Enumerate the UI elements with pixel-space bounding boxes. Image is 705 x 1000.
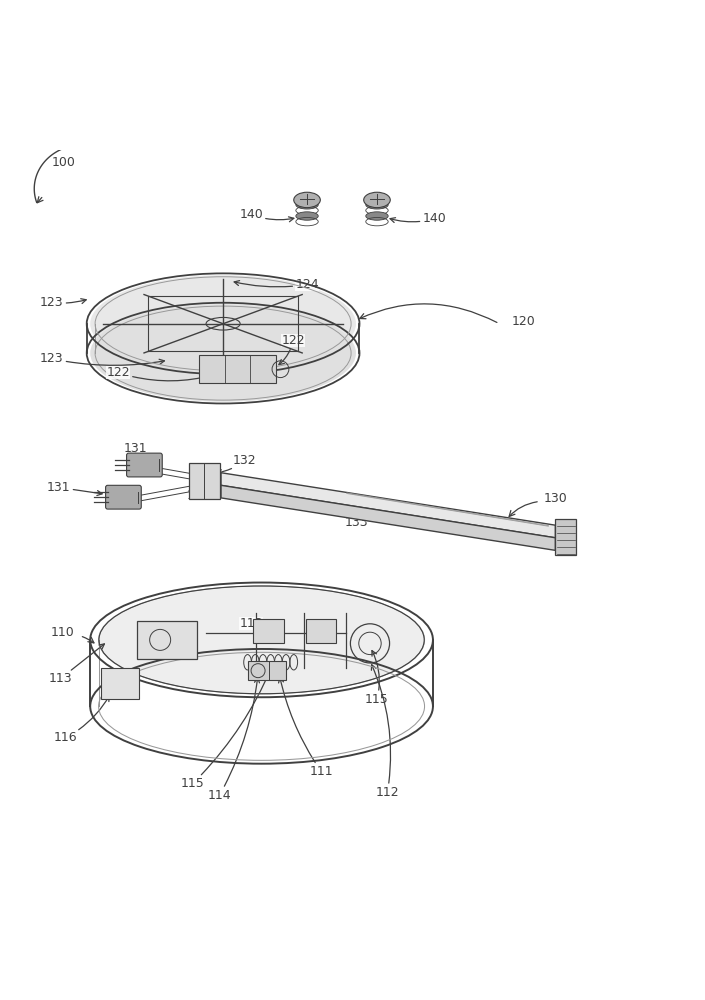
Text: 110: 110	[50, 626, 74, 639]
Polygon shape	[221, 485, 556, 550]
Text: 131: 131	[124, 442, 147, 458]
Ellipse shape	[366, 212, 388, 220]
Ellipse shape	[90, 305, 356, 402]
Text: 111: 111	[278, 678, 333, 778]
Text: 133: 133	[344, 512, 368, 529]
FancyBboxPatch shape	[247, 661, 286, 680]
Text: 124: 124	[234, 278, 319, 291]
FancyBboxPatch shape	[127, 453, 162, 477]
Text: 123: 123	[40, 352, 164, 365]
FancyBboxPatch shape	[189, 463, 219, 499]
Text: 140: 140	[239, 208, 294, 222]
FancyBboxPatch shape	[199, 355, 276, 383]
FancyBboxPatch shape	[137, 621, 197, 659]
FancyBboxPatch shape	[306, 619, 336, 643]
Text: 100: 100	[51, 156, 75, 169]
Ellipse shape	[99, 586, 424, 694]
Ellipse shape	[294, 192, 320, 208]
Text: 131: 131	[47, 481, 102, 496]
Text: 116: 116	[54, 696, 109, 744]
Text: 122: 122	[106, 366, 212, 381]
Text: 114: 114	[208, 678, 259, 802]
Text: 113: 113	[49, 644, 104, 685]
FancyBboxPatch shape	[556, 519, 576, 555]
FancyBboxPatch shape	[106, 485, 141, 509]
Ellipse shape	[296, 201, 318, 209]
Text: 130: 130	[544, 492, 568, 505]
Text: 115: 115	[181, 670, 271, 790]
Text: 115: 115	[365, 651, 389, 706]
Text: 120: 120	[512, 315, 536, 328]
Text: 112: 112	[372, 665, 399, 799]
FancyBboxPatch shape	[101, 668, 139, 699]
Text: 140: 140	[390, 212, 446, 225]
FancyBboxPatch shape	[253, 619, 284, 643]
Text: 122: 122	[279, 334, 305, 365]
Ellipse shape	[90, 275, 356, 372]
Text: 123: 123	[40, 296, 86, 309]
Text: 132: 132	[187, 489, 210, 502]
Ellipse shape	[366, 201, 388, 209]
Ellipse shape	[364, 192, 391, 208]
Text: 113: 113	[239, 617, 266, 630]
Ellipse shape	[296, 212, 318, 220]
Polygon shape	[221, 473, 556, 538]
Text: 132: 132	[216, 454, 256, 475]
